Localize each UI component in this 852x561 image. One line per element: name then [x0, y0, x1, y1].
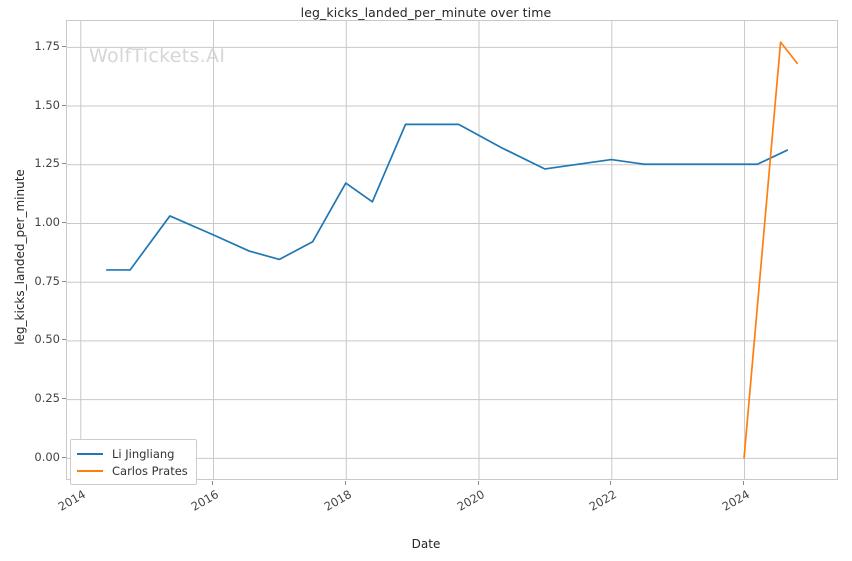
y-tick-mark	[62, 45, 66, 47]
x-gridlines	[80, 21, 746, 479]
watermark: WolfTickets.AI	[89, 45, 226, 67]
y-tick-label: 0.50	[34, 332, 60, 347]
series-lines	[105, 41, 799, 459]
y-tick-label: 0.00	[34, 449, 60, 464]
chart-title: leg_kicks_landed_per_minute over time	[300, 5, 552, 20]
y-tick-mark	[62, 221, 66, 223]
x-tick-label: 2020	[454, 487, 487, 514]
x-tick-label: 2014	[55, 487, 89, 514]
plot-area: WolfTickets.AI	[66, 20, 838, 480]
legend-label: Carlos Prates	[112, 463, 188, 478]
x-axis-label: Date	[411, 537, 441, 551]
y-tick-label: 1.75	[34, 38, 60, 53]
y-axis: leg_kicks_landed_per_minute 0.00 0.25 0.50…	[0, 0, 66, 561]
x-tick-label: 2024	[719, 487, 753, 514]
x-tick-mark	[610, 481, 612, 485]
y-tick-label: 0.25	[34, 391, 60, 406]
legend-swatch-carlos-prates	[77, 469, 103, 472]
series-line	[105, 123, 789, 271]
x-tick-label: 2016	[188, 487, 222, 514]
legend-item[interactable]: Carlos Prates	[77, 462, 188, 479]
y-tick-mark	[62, 163, 66, 165]
legend-swatch-li-jingliang	[77, 452, 103, 455]
legend-label: Li Jingliang	[112, 446, 175, 461]
x-tick-label: 2022	[586, 487, 620, 514]
y-tick-mark	[62, 104, 66, 106]
series-line	[743, 41, 799, 459]
y-tick-label: 1.00	[34, 214, 60, 229]
y-tick-label: 1.50	[34, 97, 60, 112]
y-tick-mark	[62, 280, 66, 282]
y-tick-mark	[62, 339, 66, 341]
y-tick-mark	[62, 456, 66, 458]
y-tick-label: 1.25	[34, 156, 60, 171]
x-tick-mark	[212, 481, 214, 485]
chart-legend: Li Jingliang Carlos Prates	[70, 439, 197, 485]
x-tick-mark	[344, 481, 346, 485]
x-tick-label: 2018	[321, 487, 354, 514]
legend-item[interactable]: Li Jingliang	[77, 445, 188, 462]
x-tick-mark	[743, 481, 745, 485]
x-tick-mark	[477, 481, 479, 485]
y-tick-label: 0.75	[34, 273, 60, 288]
y-tick-mark	[62, 398, 66, 400]
